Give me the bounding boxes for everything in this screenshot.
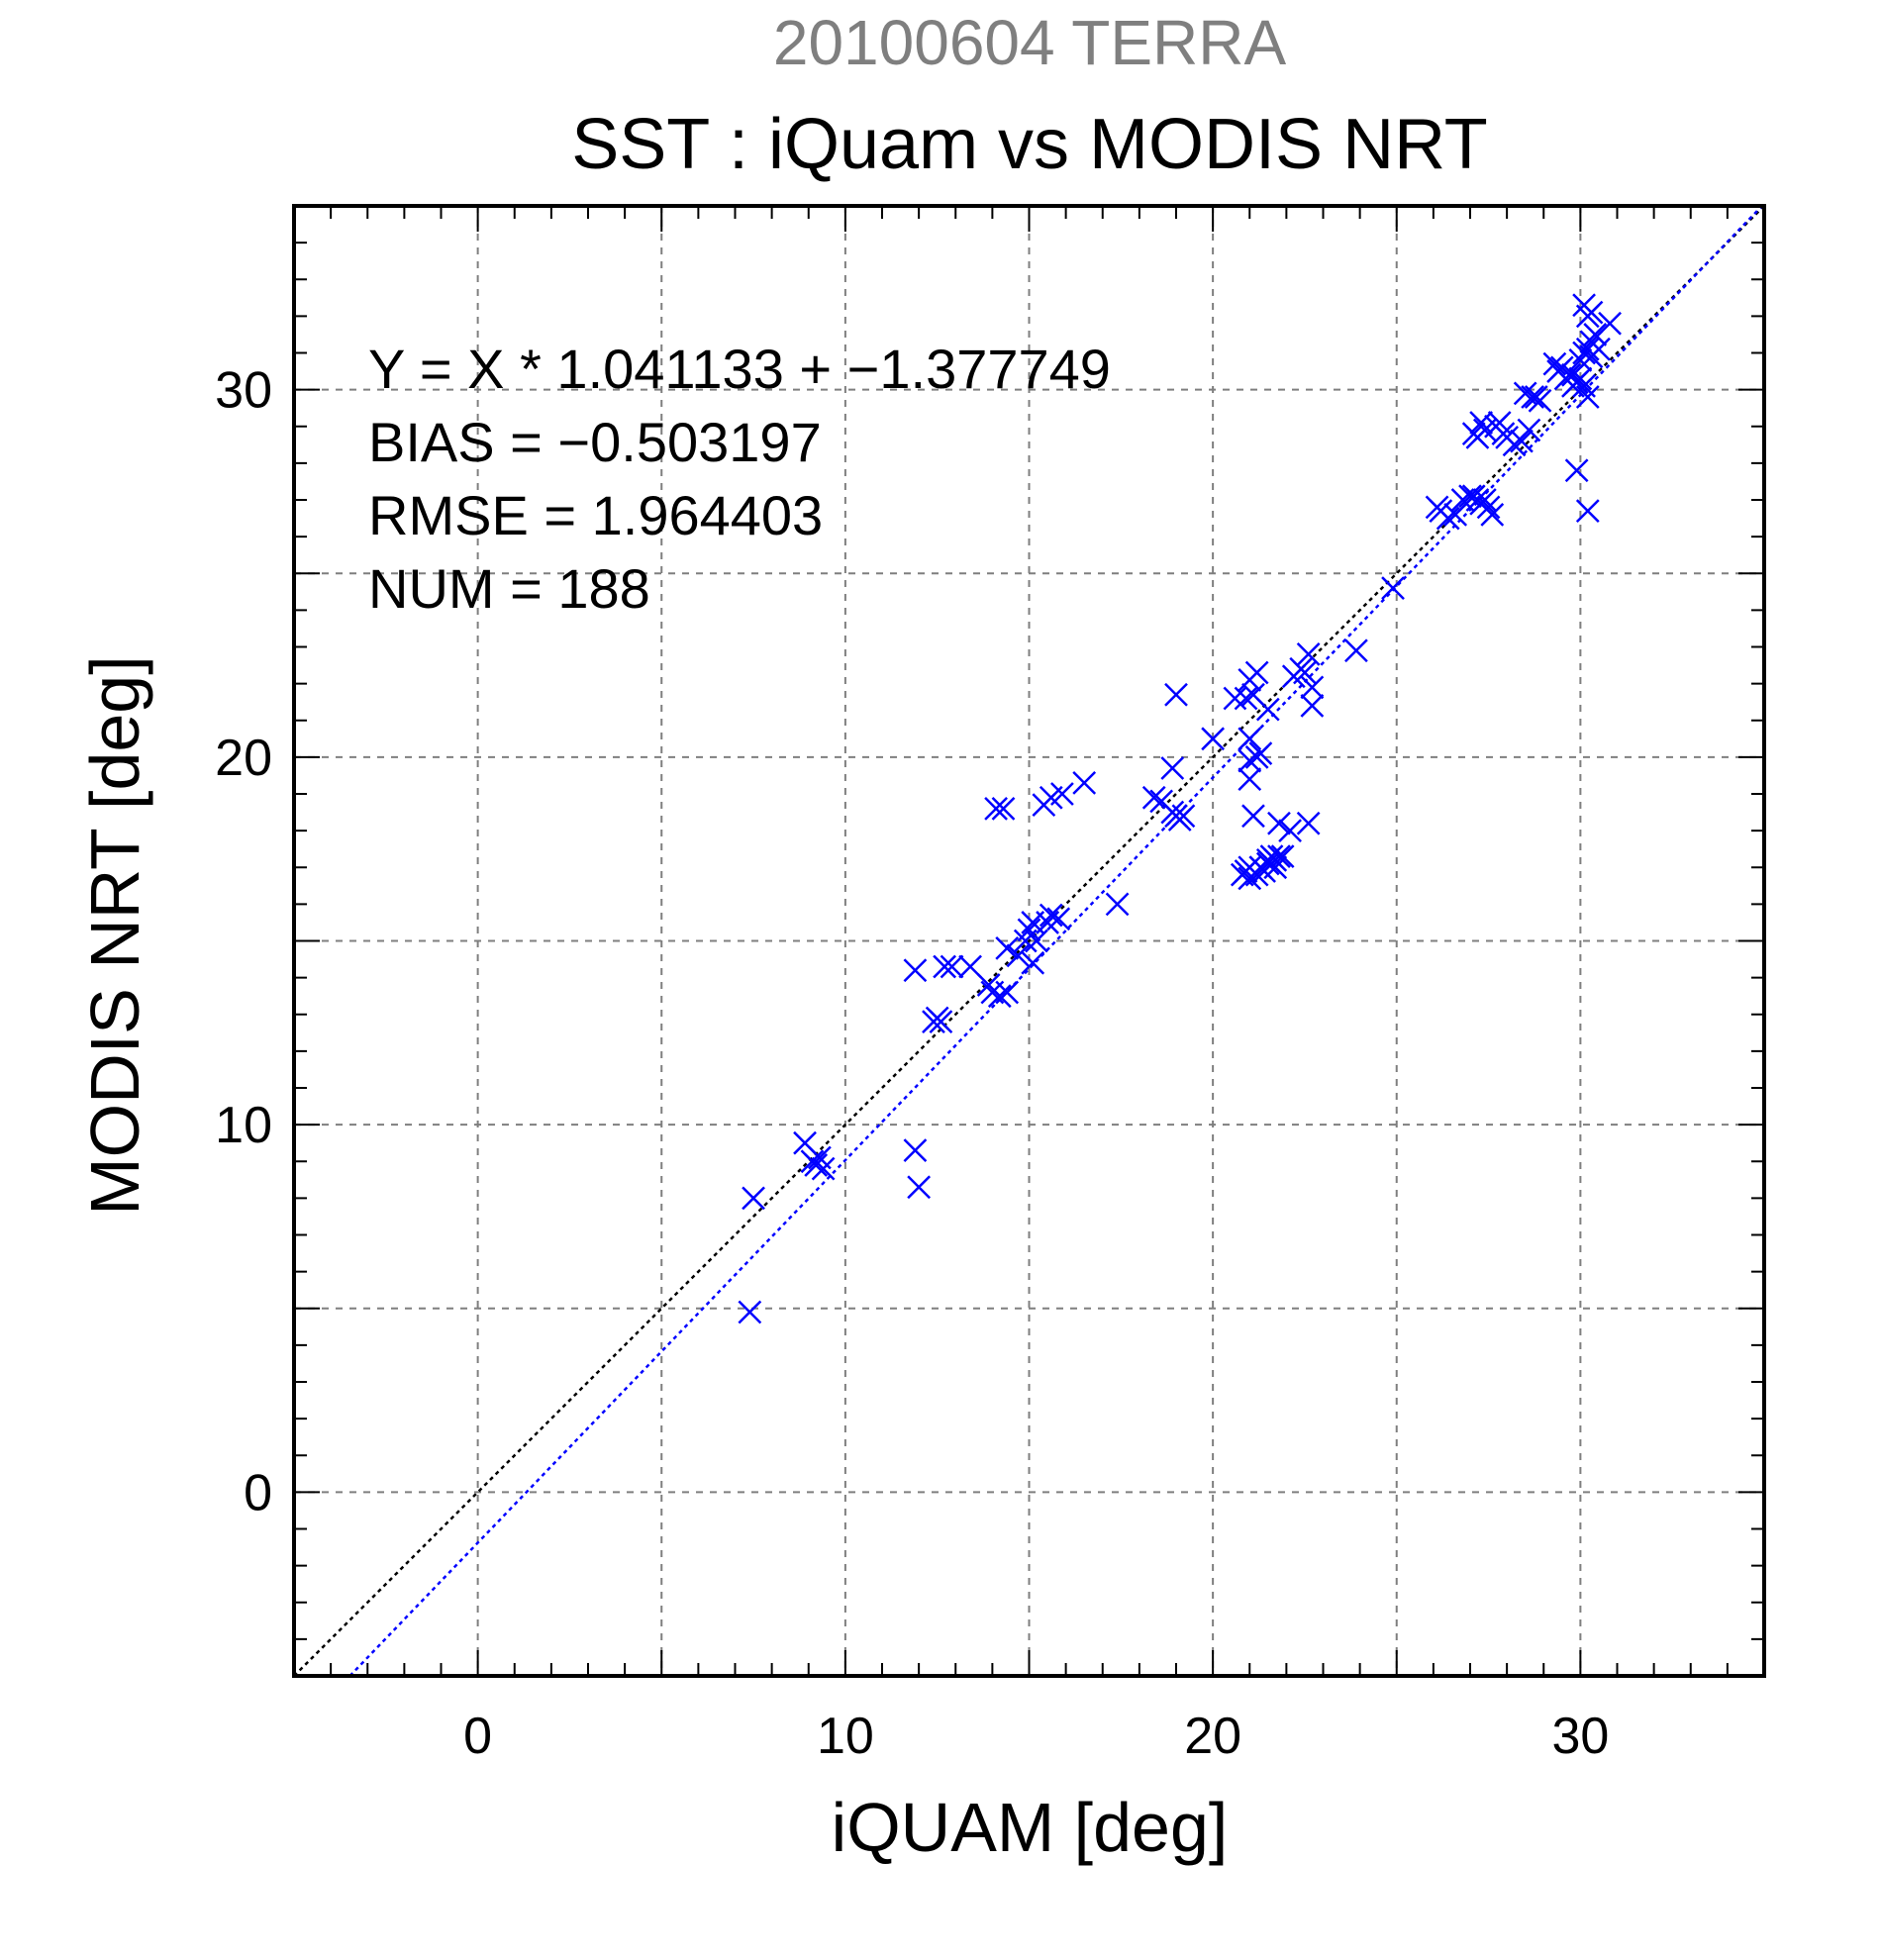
data-point [1575, 337, 1600, 361]
data-point [1244, 660, 1269, 685]
data-point [1476, 495, 1501, 520]
data-point [1510, 429, 1534, 453]
y-tick-label: 10 [215, 1097, 272, 1154]
data-point [1270, 844, 1295, 868]
data-point [804, 1153, 829, 1177]
x-tick-label: 0 [463, 1708, 492, 1765]
data-point [940, 954, 964, 979]
data-point [991, 796, 1016, 821]
y-tick-label: 30 [215, 362, 272, 420]
data-point [1241, 682, 1265, 707]
data-point [987, 984, 1012, 1009]
one-to-one-line [293, 205, 1765, 1677]
data-point [1278, 819, 1302, 843]
data-point [1046, 907, 1071, 931]
data-point [1469, 411, 1494, 435]
data-point [1263, 847, 1288, 872]
data-point [1072, 770, 1097, 795]
data-point [1579, 344, 1604, 369]
data-point [958, 954, 982, 979]
data-point [1025, 929, 1048, 953]
data-point [1241, 804, 1265, 829]
data-point [1598, 311, 1622, 336]
data-point [1039, 903, 1063, 928]
x-tick-label: 10 [817, 1708, 874, 1765]
data-point [1223, 686, 1247, 711]
data-point [995, 936, 1020, 960]
data-point [1480, 502, 1505, 527]
data-point [903, 1138, 928, 1162]
tick-labels: 0 0 10 10 20 20 30 30 [215, 362, 1609, 1765]
data-point [1171, 804, 1196, 829]
stats-line-2: RMSE = 1.964403 [368, 484, 823, 546]
data-point [1575, 499, 1600, 524]
x-tick-label: 30 [1551, 1708, 1609, 1765]
data-point [1141, 785, 1166, 810]
data-point [1381, 576, 1405, 600]
data-point [742, 1186, 765, 1211]
data-point [1267, 811, 1291, 835]
data-point [1542, 351, 1567, 376]
data-point [1564, 458, 1589, 483]
x-axis-label: iQUAM [deg] [832, 1789, 1229, 1866]
stats-line-3: NUM = 188 [368, 557, 650, 620]
data-point [1583, 323, 1608, 346]
data-point [1248, 741, 1273, 766]
data-point [1017, 918, 1041, 942]
data-point [1296, 811, 1321, 835]
data-point [1201, 727, 1226, 751]
regression-fit-line [348, 205, 1763, 1677]
data-point [1561, 362, 1585, 387]
data-point [1575, 304, 1600, 329]
data-point [1521, 385, 1544, 409]
data-point [907, 1175, 932, 1200]
y-tick-label: 20 [215, 730, 272, 787]
data-points [738, 293, 1622, 1324]
data-point [995, 980, 1020, 1005]
data-point [1344, 638, 1368, 663]
data-point [1517, 418, 1541, 442]
x-tick-label: 20 [1184, 1708, 1241, 1765]
data-point [1300, 694, 1325, 718]
data-point [1238, 748, 1262, 773]
data-point [1238, 727, 1262, 751]
data-point [1513, 381, 1537, 406]
y-axis-label: MODIS NRT [deg] [76, 655, 153, 1215]
data-point [1050, 782, 1074, 806]
chart-supertitle: 20100604 TERRA [773, 7, 1287, 78]
data-point [1575, 385, 1600, 409]
data-point [1436, 506, 1460, 531]
stats-annotation: Y = X * 1.041133 + −1.377749 BIAS = −0.50… [368, 338, 1111, 620]
data-point [1006, 943, 1031, 968]
data-point [1105, 892, 1130, 917]
data-point [1568, 366, 1593, 391]
data-point [1255, 851, 1280, 876]
data-point [903, 958, 928, 983]
data-point [811, 1156, 836, 1181]
data-point [925, 1006, 949, 1030]
stats-line-1: BIAS = −0.503197 [368, 411, 822, 473]
plot-frame [292, 204, 1766, 1678]
data-point [1234, 686, 1258, 711]
data-point [1293, 660, 1317, 685]
stats-line-0: Y = X * 1.041133 + −1.377749 [368, 338, 1111, 400]
reference-lines [293, 205, 1765, 1677]
data-point [1164, 682, 1188, 707]
data-point [1296, 642, 1321, 666]
data-point [984, 796, 1008, 821]
data-point [1238, 767, 1262, 792]
data-point [1248, 855, 1273, 880]
data-point [1300, 675, 1325, 700]
data-point [738, 1300, 762, 1324]
data-point [933, 954, 956, 979]
y-tick-label: 0 [244, 1464, 272, 1521]
data-point [1443, 502, 1468, 527]
chart-title: SST : iQuam vs MODIS NRT [571, 105, 1488, 184]
data-point [1021, 950, 1045, 975]
data-point [1472, 488, 1497, 512]
data-point [1458, 484, 1482, 509]
data-point [1528, 388, 1552, 413]
data-point [1160, 756, 1185, 780]
